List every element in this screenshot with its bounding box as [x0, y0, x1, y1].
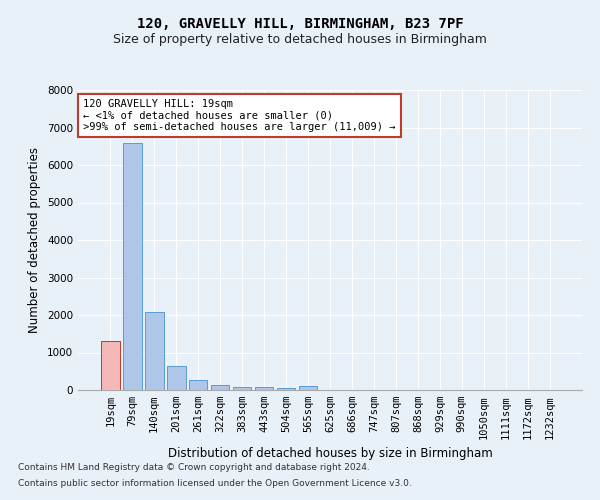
Bar	[167, 366, 185, 390]
Text: 120, GRAVELLY HILL, BIRMINGHAM, B23 7PF: 120, GRAVELLY HILL, BIRMINGHAM, B23 7PF	[137, 18, 463, 32]
Bar	[123, 142, 142, 390]
Bar	[189, 380, 208, 390]
Bar	[101, 341, 119, 390]
Text: Contains public sector information licensed under the Open Government Licence v3: Contains public sector information licen…	[18, 478, 412, 488]
Bar	[233, 386, 251, 390]
Bar	[255, 387, 274, 390]
X-axis label: Distribution of detached houses by size in Birmingham: Distribution of detached houses by size …	[167, 447, 493, 460]
Bar	[299, 386, 317, 390]
Text: 120 GRAVELLY HILL: 19sqm
← <1% of detached houses are smaller (0)
>99% of semi-d: 120 GRAVELLY HILL: 19sqm ← <1% of detach…	[83, 99, 395, 132]
Text: Size of property relative to detached houses in Birmingham: Size of property relative to detached ho…	[113, 32, 487, 46]
Bar	[211, 385, 229, 390]
Y-axis label: Number of detached properties: Number of detached properties	[28, 147, 41, 333]
Text: Contains HM Land Registry data © Crown copyright and database right 2024.: Contains HM Land Registry data © Crown c…	[18, 464, 370, 472]
Bar	[277, 388, 295, 390]
Bar	[145, 312, 164, 390]
